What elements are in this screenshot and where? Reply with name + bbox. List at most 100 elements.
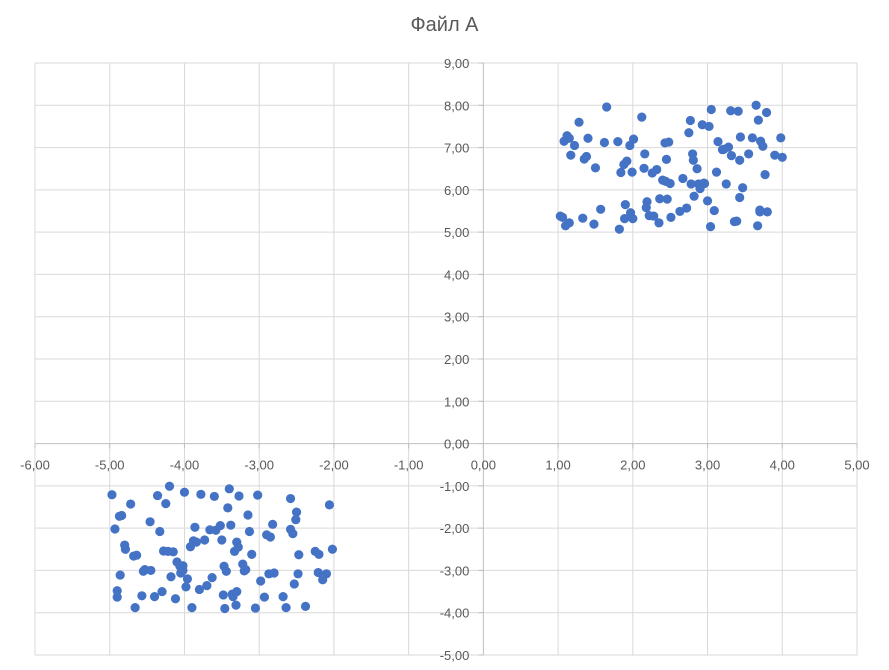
data-point: [639, 163, 649, 173]
data-point: [614, 224, 624, 234]
data-point: [664, 137, 674, 147]
data-point: [268, 519, 278, 529]
data-point: [777, 152, 787, 162]
data-point: [220, 603, 230, 614]
data-point: [599, 137, 610, 148]
data-point: [218, 590, 228, 600]
data-point: [223, 503, 233, 513]
data-point: [662, 194, 672, 204]
data-point: [243, 510, 253, 520]
data-point: [190, 522, 200, 532]
x-tick-label: -1,00: [394, 458, 424, 473]
x-tick-label: -3,00: [244, 458, 274, 473]
data-point: [758, 141, 768, 151]
data-point: [661, 176, 671, 186]
x-tick-label: -6,00: [20, 458, 50, 473]
x-tick-label: 4,00: [770, 458, 795, 473]
data-point: [717, 145, 728, 155]
data-point: [120, 544, 131, 554]
y-tick-label: -1,00: [440, 479, 470, 494]
data-point: [259, 592, 270, 602]
data-point: [281, 603, 291, 613]
data-point: [219, 561, 229, 571]
data-point: [642, 197, 652, 207]
data-point: [620, 200, 630, 210]
data-point: [110, 524, 120, 534]
data-point: [613, 137, 623, 147]
data-point: [265, 532, 275, 542]
data-point: [187, 603, 197, 613]
data-point: [602, 102, 612, 112]
data-point: [637, 112, 647, 122]
data-point: [762, 207, 772, 217]
data-point: [776, 133, 786, 143]
y-tick-label: 7,00: [444, 141, 469, 156]
data-point: [200, 535, 210, 545]
data-point: [234, 491, 244, 501]
y-tick-label: -2,00: [440, 521, 470, 536]
data-point: [146, 565, 156, 576]
x-tick-label: 5,00: [844, 458, 869, 473]
data-point: [253, 490, 263, 500]
data-point: [755, 207, 765, 217]
y-tick-label: -3,00: [440, 563, 470, 578]
data-point: [678, 173, 688, 184]
data-point: [747, 133, 757, 143]
data-point: [285, 524, 296, 535]
data-point: [112, 592, 122, 602]
data-point: [224, 484, 234, 494]
data-point: [269, 568, 279, 578]
x-tick-label: -5,00: [95, 458, 125, 473]
x-tick-label: -2,00: [319, 458, 349, 473]
data-point: [227, 589, 237, 599]
data-point: [699, 178, 709, 188]
data-point: [619, 214, 630, 224]
data-point: [689, 191, 699, 201]
data-point: [726, 151, 737, 161]
data-point: [738, 183, 748, 193]
data-point: [178, 561, 188, 571]
data-point: [112, 586, 122, 596]
data-point: [640, 149, 650, 159]
x-tick-label: 2,00: [620, 458, 645, 473]
data-point: [557, 212, 568, 222]
data-point: [705, 222, 716, 232]
y-tick-label: 1,00: [444, 394, 469, 409]
data-point: [709, 205, 719, 216]
y-tick-label: -5,00: [440, 648, 470, 663]
data-point: [194, 584, 204, 595]
data-point: [590, 163, 601, 173]
data-point: [711, 167, 722, 177]
data-point: [207, 573, 217, 583]
data-point: [564, 133, 574, 143]
data-point: [157, 586, 167, 597]
data-point: [155, 526, 165, 537]
data-point: [713, 137, 723, 147]
data-point: [704, 121, 714, 132]
data-point: [291, 507, 302, 517]
y-tick-label: -4,00: [440, 606, 470, 621]
data-point: [132, 550, 142, 560]
data-point: [226, 520, 236, 530]
x-tick-label: 0,00: [471, 458, 496, 473]
data-point: [211, 525, 221, 535]
data-point: [733, 106, 743, 116]
data-point: [314, 549, 324, 559]
data-point: [666, 212, 676, 222]
tick-labels: -6,00 -5,00 -4,00 -3,00 -2,00 -1,00 0,00 1,00 2,…: [20, 56, 869, 663]
data-point: [753, 221, 763, 231]
data-point: [583, 133, 593, 143]
data-point: [684, 128, 694, 138]
data-point: [706, 104, 716, 115]
data-point: [761, 107, 772, 118]
data-point: [589, 219, 599, 229]
x-tick-label: 3,00: [695, 458, 720, 473]
data-point: [137, 591, 147, 601]
y-tick-label: 9,00: [444, 56, 469, 71]
data-point: [285, 493, 296, 504]
data-point: [170, 594, 181, 604]
data-point: [578, 213, 588, 223]
data-point: [231, 600, 241, 610]
data-point: [164, 481, 175, 491]
data-point: [628, 214, 638, 224]
